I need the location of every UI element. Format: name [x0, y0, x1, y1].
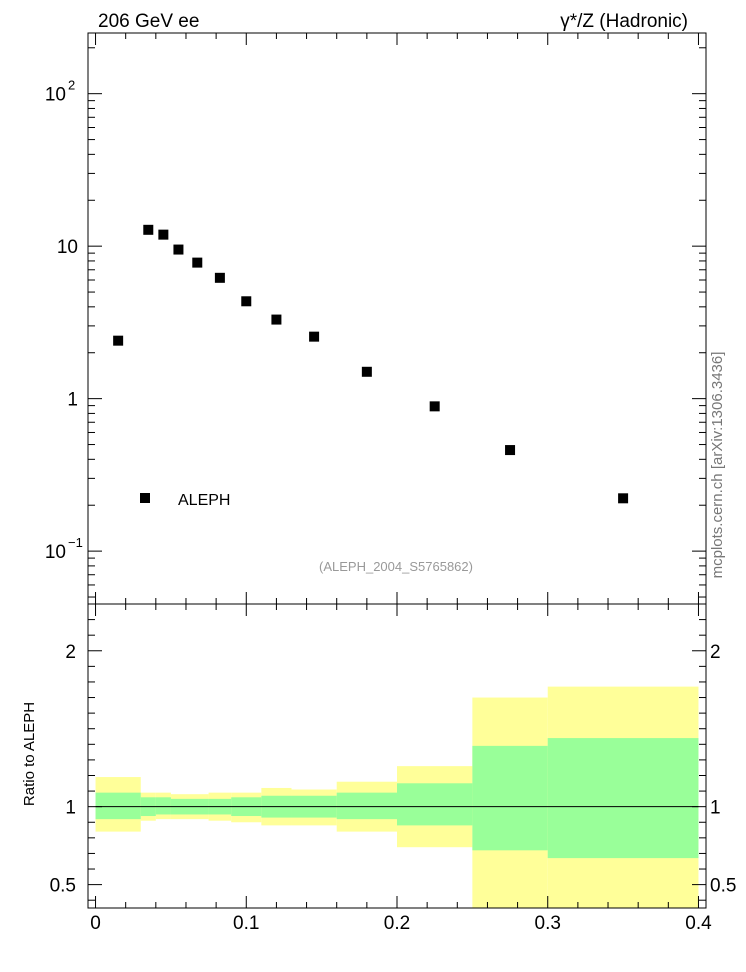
data-point — [271, 314, 282, 325]
ratio-y-tick-label-left: 2 — [65, 642, 76, 663]
data-point — [505, 445, 516, 456]
legend-marker — [140, 493, 150, 503]
ratio-band-inner-9 — [336, 792, 397, 820]
data-point — [113, 335, 124, 346]
side-label: mcplots.cern.ch [arXiv:1306.3436] — [709, 352, 726, 579]
main-frame — [87, 32, 707, 605]
ratio-band-inner-11 — [472, 745, 548, 851]
ratio-panel: 0.5 0.5 1 1 2 2 — [50, 603, 736, 909]
legend-entry: ALEPH — [178, 492, 230, 509]
y-tick-label: 10 — [45, 85, 66, 106]
x-tick-label: 0.1 — [233, 913, 259, 934]
x-tick-label: 0 — [90, 913, 101, 934]
y-tick-label: 10 — [45, 542, 66, 563]
data-point — [309, 331, 320, 342]
data-point — [143, 224, 154, 235]
header-left-label: 206 GeV ee — [98, 11, 199, 32]
data-point — [429, 401, 440, 412]
data-point — [214, 272, 225, 283]
ratio-band-inner-12 — [547, 738, 699, 859]
header-right-label: γ*/Z (Hadronic) — [560, 11, 688, 32]
ratio-y-tick-label-right: 1 — [710, 798, 721, 819]
y-tick-label-exponent: 2 — [68, 78, 75, 93]
ratio-ylabel: Ratio to ALEPH — [21, 702, 38, 806]
data-point — [241, 296, 252, 307]
x-tick-label: 0.3 — [535, 913, 561, 934]
ratio-band-inner-10 — [397, 783, 473, 826]
y-tick-label: 1 — [67, 390, 78, 411]
x-tick-label: 0.4 — [685, 913, 712, 934]
ratio-y-tick-label-left: 1 — [65, 798, 76, 819]
ratio-y-tick-label-left: 0.5 — [50, 876, 76, 897]
data-point — [618, 493, 629, 504]
data-point — [158, 229, 169, 240]
analysis-label: (ALEPH_2004_S5765862) — [319, 559, 473, 574]
ratio-y-tick-label-right: 0.5 — [710, 876, 736, 897]
y-tick-label-exponent: −1 — [68, 535, 83, 550]
data-point — [361, 366, 372, 377]
y-tick-label: 10 — [57, 237, 78, 258]
ratio-y-tick-label-right: 2 — [710, 642, 721, 663]
data-point — [192, 257, 203, 268]
data-point — [173, 244, 184, 255]
ratio-band-inner-0 — [95, 792, 141, 820]
x-tick-label: 0.2 — [384, 913, 410, 934]
ratio-band-inner-2 — [155, 797, 171, 815]
